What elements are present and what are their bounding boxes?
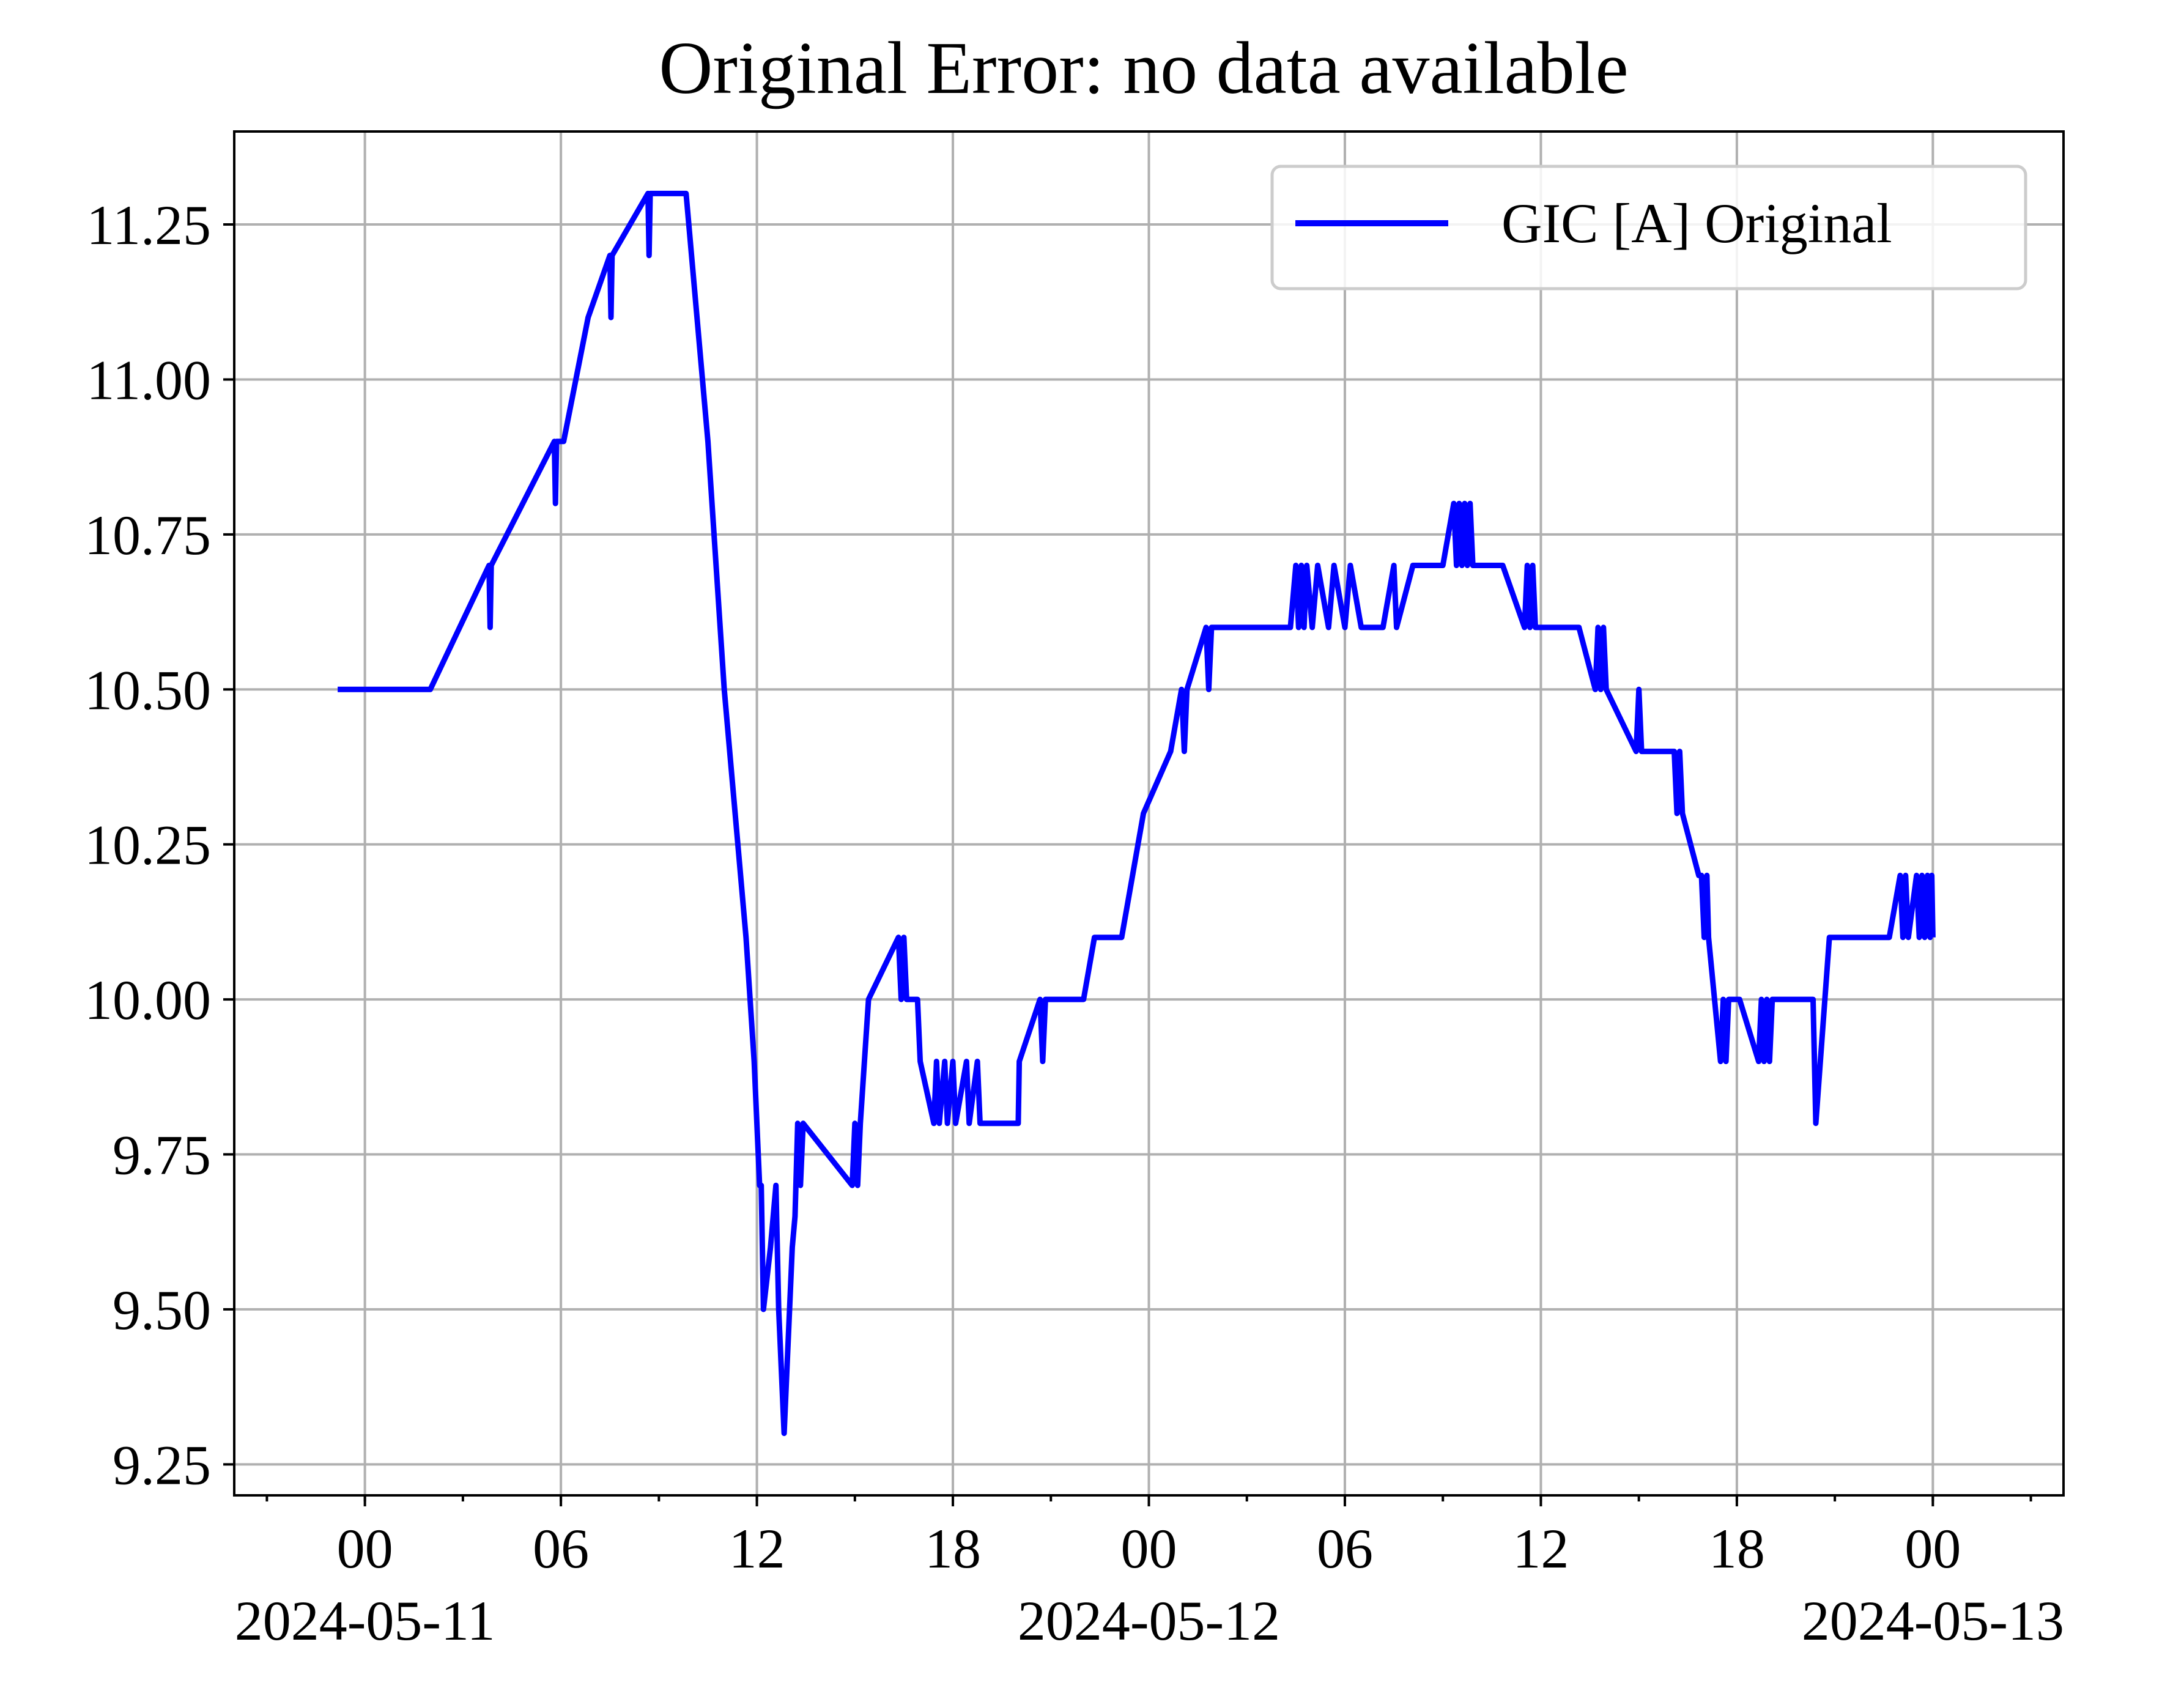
chart-title: Original Error: no data available (659, 27, 1628, 109)
x-tick-date-label: 2024-05-13 (1802, 1590, 2064, 1652)
x-tick-label: 12 (1512, 1517, 1569, 1580)
legend-box (1270, 165, 2027, 291)
x-tick-label: 00 (1121, 1517, 1177, 1580)
x-tick-label: 18 (925, 1517, 981, 1580)
y-axis-ticks: 9.25 9.50 9.75 10.00 10.25 10.50 10.75 11.00 11.… (84, 194, 234, 1496)
x-gridlines (363, 131, 1934, 1495)
x-tick-label: 00 (1905, 1517, 1961, 1580)
x-tick-label: 06 (533, 1517, 589, 1580)
y-tick-label: 9.50 (113, 1279, 211, 1341)
legend-label: GIC [A] Original (1501, 192, 1892, 254)
x-axis-ticks: 00 2024-05-11 06 12 18 00 2024-05-12 06 12 18 00 20… (235, 1495, 2064, 1652)
y-tick-label: 10.75 (84, 504, 211, 566)
series-line-gic-original (338, 190, 1936, 1437)
y-tick-label: 10.25 (84, 814, 211, 876)
y-tick-label: 10.50 (84, 659, 211, 721)
x-tick-label: 06 (1317, 1517, 1373, 1580)
x-tick-date-label: 2024-05-12 (1018, 1590, 1280, 1652)
x-tick-label: 18 (1709, 1517, 1765, 1580)
y-tick-label: 9.25 (113, 1434, 211, 1496)
y-tick-label: 9.75 (113, 1124, 211, 1186)
y-tick-label: 10.00 (84, 969, 211, 1031)
x-tick-label: 12 (729, 1517, 785, 1580)
y-gridlines (234, 223, 2064, 1466)
legend: GIC [A] Original (1270, 165, 2027, 291)
x-tick-date-label: 2024-05-11 (235, 1590, 495, 1652)
y-tick-label: 11.00 (86, 349, 211, 411)
x-tick-label: 00 (337, 1517, 393, 1580)
y-tick-label: 11.25 (86, 194, 211, 256)
series-layer (338, 190, 1936, 1437)
